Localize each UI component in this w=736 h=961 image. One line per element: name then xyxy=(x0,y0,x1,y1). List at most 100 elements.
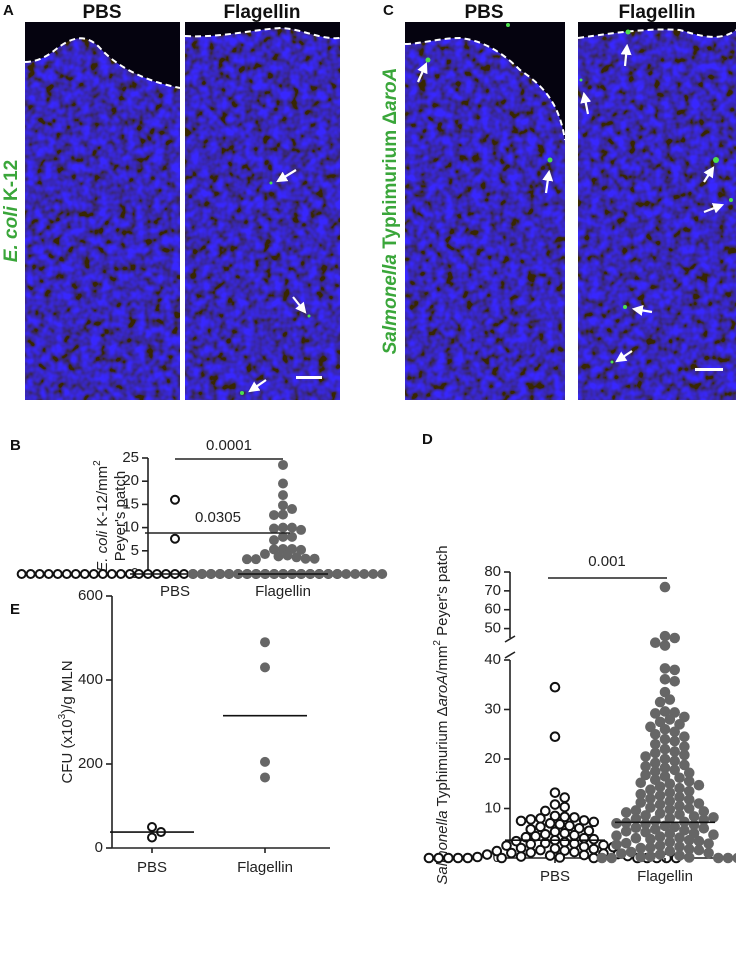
data-point xyxy=(510,835,522,847)
data-point xyxy=(260,637,270,648)
y-axis-label-part: CFU (x10 xyxy=(59,719,76,783)
scale-bar xyxy=(296,376,322,379)
data-point xyxy=(569,829,580,841)
data-point xyxy=(683,794,695,805)
data-point xyxy=(278,531,288,542)
data-point xyxy=(645,833,656,845)
data-point xyxy=(625,846,637,858)
data-point xyxy=(659,663,671,674)
y-axis-label-part: E. coli xyxy=(94,530,111,572)
y-axis-label: CFU (x103)/g MLN xyxy=(57,660,76,783)
data-point xyxy=(659,706,671,717)
x-tick-label: Flagellin xyxy=(237,859,293,876)
data-point xyxy=(61,569,72,579)
data-point xyxy=(501,840,512,851)
data-point xyxy=(664,795,676,807)
data-point xyxy=(664,828,676,840)
data-point xyxy=(669,764,680,776)
data-point xyxy=(115,569,126,579)
data-point xyxy=(569,812,580,823)
data-point xyxy=(588,816,600,828)
data-point xyxy=(549,843,561,854)
data-point xyxy=(688,811,700,822)
data-point xyxy=(693,798,705,809)
y-axis-label: Salmonella Typhimurium ΔaroA/mm2 Peyer's… xyxy=(432,545,451,884)
data-point xyxy=(698,823,710,834)
data-point xyxy=(544,850,556,861)
data-point xyxy=(664,845,676,857)
image-c-flagellin-texture xyxy=(578,22,736,400)
data-point xyxy=(679,741,690,752)
data-point xyxy=(650,747,661,759)
p-value: 0.0001 xyxy=(206,437,252,454)
data-point xyxy=(669,664,680,676)
data-point xyxy=(549,810,561,822)
y-tick-label: 25 xyxy=(122,449,139,466)
y-tick-label: 40 xyxy=(484,651,501,668)
data-point xyxy=(278,522,288,533)
image-title: Flagellin xyxy=(223,2,300,23)
y-tick-label: 50 xyxy=(484,620,501,637)
data-point xyxy=(196,569,207,579)
data-point xyxy=(578,849,590,861)
data-point xyxy=(525,823,537,835)
y-tick-label: 60 xyxy=(484,601,501,618)
data-point xyxy=(645,802,656,813)
y-axis-label-part: )/g MLN xyxy=(59,660,76,713)
data-point xyxy=(679,824,690,836)
data-point xyxy=(630,805,642,816)
data-point xyxy=(664,787,676,798)
epithelium-outline xyxy=(24,37,181,89)
data-point xyxy=(674,832,685,844)
data-point xyxy=(611,839,622,850)
data-point xyxy=(250,554,261,565)
x-tick-label: PBS xyxy=(137,859,167,876)
axis-break xyxy=(504,651,516,659)
data-point xyxy=(309,553,320,564)
data-point xyxy=(515,815,527,827)
data-point xyxy=(268,510,279,521)
y-axis-label-part: K-12/mm xyxy=(94,466,111,531)
data-point xyxy=(620,825,632,837)
y-axis-label-part: /mm xyxy=(434,646,451,675)
data-point xyxy=(698,806,710,817)
lumen xyxy=(578,22,736,38)
data-point xyxy=(669,735,680,747)
data-point xyxy=(654,849,666,860)
axis-break xyxy=(504,635,516,643)
data-point xyxy=(708,812,719,823)
data-point xyxy=(693,835,705,847)
data-point xyxy=(377,569,388,579)
y-axis-label-part: aroA xyxy=(434,675,451,707)
data-point xyxy=(650,823,661,835)
data-point xyxy=(588,843,600,855)
data-point xyxy=(664,778,676,790)
data-point xyxy=(472,851,483,863)
data-point xyxy=(640,769,651,781)
data-point xyxy=(650,708,661,719)
x-tick-label: PBS xyxy=(540,868,570,885)
data-point xyxy=(683,834,695,846)
data-point xyxy=(564,820,575,832)
data-point xyxy=(703,847,714,859)
data-point xyxy=(611,830,622,842)
data-point xyxy=(659,743,671,755)
x-tick-label: PBS xyxy=(160,583,190,600)
data-point xyxy=(659,753,671,765)
x-tick-label: Flagellin xyxy=(255,583,311,600)
data-point xyxy=(515,851,527,862)
data-point xyxy=(287,543,298,554)
data-point xyxy=(278,478,288,489)
bacteria xyxy=(240,23,733,395)
data-point xyxy=(278,500,288,511)
data-point xyxy=(664,804,676,815)
data-point xyxy=(525,814,537,825)
side-label: Salmonella Typhimurium ΔaroA xyxy=(380,68,401,355)
image-title: PBS xyxy=(82,2,121,23)
data-point xyxy=(732,852,736,864)
data-point xyxy=(596,852,608,864)
data-point xyxy=(645,851,656,862)
data-point xyxy=(260,662,270,673)
data-point xyxy=(635,851,647,863)
data-point xyxy=(549,731,561,743)
